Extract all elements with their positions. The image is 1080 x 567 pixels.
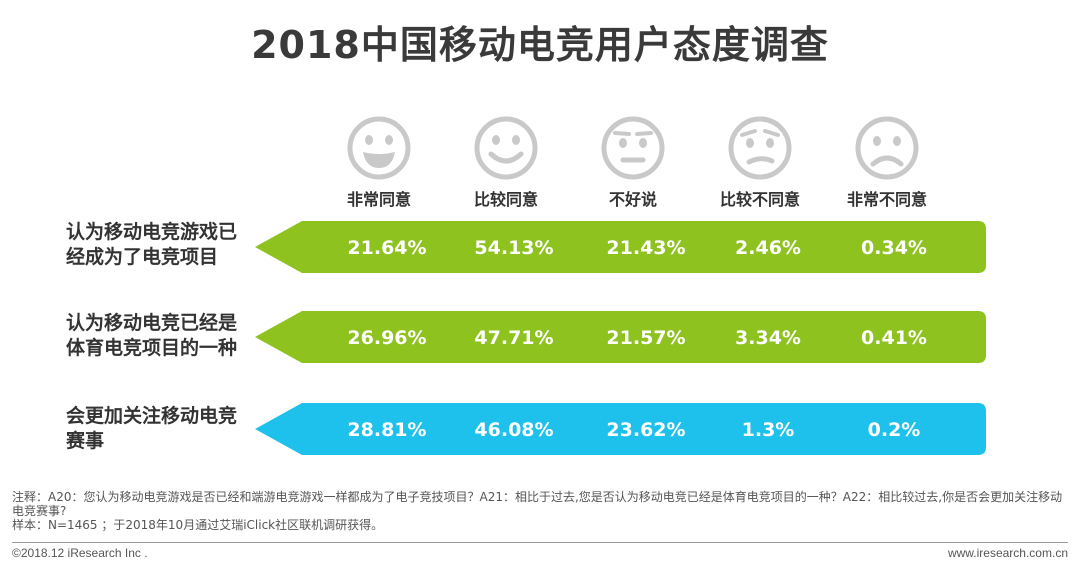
- value-row-3-col-2: 46.08%: [474, 419, 553, 441]
- value-row-1-col-1: 21.64%: [347, 237, 426, 259]
- value-row-2-col-2: 47.71%: [474, 327, 553, 349]
- row-label-1-line-2: 经成为了电竞项目: [66, 246, 219, 268]
- row-label-2-line-1: 认为移动电竞已经是: [66, 312, 238, 334]
- value-row-1-col-5: 0.34%: [861, 237, 927, 259]
- row-label-2-line-2: 体育电竞项目的一种: [66, 337, 238, 359]
- copyright: ©2018.12 iResearch Inc .: [12, 546, 148, 560]
- value-row-1-col-4: 2.46%: [735, 237, 801, 259]
- page-title: 2018中国移动电竞用户态度调查: [251, 23, 829, 67]
- value-row-2-col-1: 26.96%: [347, 327, 426, 349]
- value-row-2-col-5: 0.41%: [861, 327, 927, 349]
- sad-face-icon: [855, 116, 919, 180]
- bar-row-2: [255, 311, 986, 363]
- row-label-2: 认为移动电竞已经是 体育电竞项目的一种: [66, 311, 256, 361]
- very-happy-face-icon: [347, 116, 411, 180]
- column-label-strongly-disagree: 非常不同意: [846, 190, 927, 209]
- column-label-disagree: 比较不同意: [719, 190, 800, 209]
- row-label-1-line-1: 认为移动电竞游戏已: [66, 221, 238, 243]
- value-row-3-col-4: 1.3%: [742, 419, 795, 441]
- row-label-3: 会更加关注移动电竞 赛事: [66, 404, 256, 454]
- smiling-face-icon: [474, 116, 538, 180]
- row-label-3-line-1: 会更加关注移动电竞: [66, 405, 238, 427]
- bar-row-1: [255, 221, 986, 273]
- footer-divider: [12, 542, 1068, 543]
- column-label-agree: 比较同意: [473, 190, 538, 209]
- value-row-2-col-4: 3.34%: [735, 327, 801, 349]
- value-row-1-col-2: 54.13%: [474, 237, 553, 259]
- bar-row-3: [255, 403, 986, 455]
- value-row-3-col-1: 28.81%: [347, 419, 426, 441]
- row-label-3-line-2: 赛事: [66, 430, 105, 452]
- column-label-very-agree: 非常同意: [346, 190, 411, 209]
- footnote-sample: 样本：N=1465 ；于2018年10月通过艾瑞iClick社区联机调研获得。: [12, 518, 384, 532]
- value-row-3-col-3: 23.62%: [606, 419, 685, 441]
- website-url: www.iresearch.com.cn: [947, 546, 1068, 560]
- column-label-neutral: 不好说: [608, 190, 657, 209]
- slightly-frowning-face-icon: [728, 116, 792, 180]
- row-label-1: 认为移动电竞游戏已 经成为了电竞项目: [66, 220, 256, 270]
- footnote-questions: 注释：A20：您认为移动电竞游戏是否已经和端游电竞游戏一样都成为了电子竞技项目？…: [12, 490, 1063, 518]
- footnotes: 注释：A20：您认为移动电竞游戏是否已经和端游电竞游戏一样都成为了电子竞技项目？…: [12, 490, 1072, 532]
- value-row-2-col-3: 21.57%: [606, 327, 685, 349]
- neutral-face-icon: [601, 116, 665, 180]
- value-row-3-col-5: 0.2%: [868, 419, 921, 441]
- value-row-1-col-3: 21.43%: [606, 237, 685, 259]
